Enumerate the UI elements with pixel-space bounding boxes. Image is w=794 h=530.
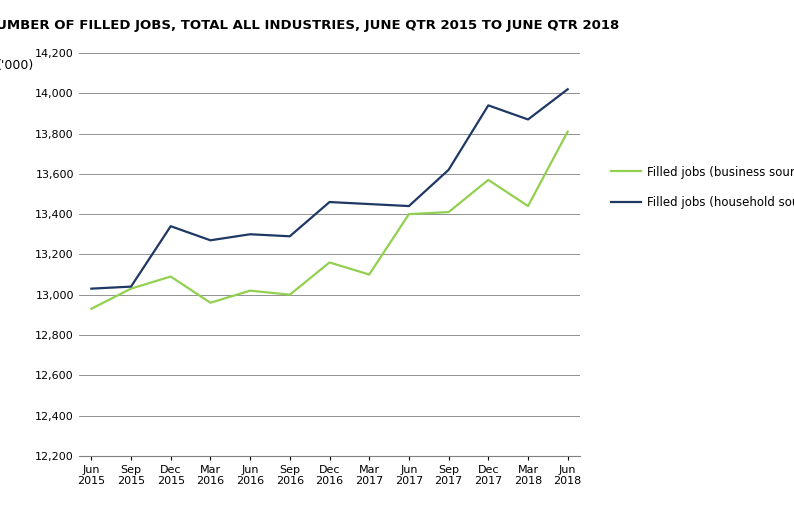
Filled jobs (business sources) xyxy=(444,209,453,215)
Filled jobs (business sources) xyxy=(325,259,334,266)
Filled jobs (business sources) xyxy=(126,286,136,292)
Filled jobs (household sources) xyxy=(245,231,255,237)
Filled jobs (business sources) xyxy=(563,128,572,135)
Filled jobs (household sources) xyxy=(285,233,295,240)
Filled jobs (household sources) xyxy=(364,201,374,207)
Legend: Filled jobs (business sources), Filled jobs (household sources): Filled jobs (business sources), Filled j… xyxy=(606,160,794,215)
Filled jobs (household sources) xyxy=(325,199,334,205)
Filled jobs (business sources) xyxy=(206,299,215,306)
Y-axis label: ('000): ('000) xyxy=(0,59,34,72)
Filled jobs (household sources) xyxy=(126,284,136,290)
Filled jobs (household sources) xyxy=(404,203,414,209)
Filled jobs (business sources) xyxy=(166,273,175,280)
Filled jobs (business sources) xyxy=(484,176,493,183)
Line: Filled jobs (business sources): Filled jobs (business sources) xyxy=(91,131,568,309)
Text: NUMBER OF FILLED JOBS, TOTAL ALL INDUSTRIES, JUNE QTR 2015 TO JUNE QTR 2018: NUMBER OF FILLED JOBS, TOTAL ALL INDUSTR… xyxy=(0,19,619,32)
Filled jobs (household sources) xyxy=(484,102,493,109)
Filled jobs (household sources) xyxy=(523,116,533,122)
Filled jobs (business sources) xyxy=(523,203,533,209)
Filled jobs (household sources) xyxy=(563,86,572,92)
Filled jobs (household sources) xyxy=(166,223,175,229)
Line: Filled jobs (household sources): Filled jobs (household sources) xyxy=(91,89,568,289)
Filled jobs (business sources) xyxy=(285,292,295,298)
Filled jobs (business sources) xyxy=(364,271,374,278)
Filled jobs (business sources) xyxy=(87,306,96,312)
Filled jobs (household sources) xyxy=(87,286,96,292)
Filled jobs (business sources) xyxy=(245,287,255,294)
Filled jobs (household sources) xyxy=(206,237,215,243)
Filled jobs (household sources) xyxy=(444,166,453,173)
Filled jobs (business sources) xyxy=(404,211,414,217)
